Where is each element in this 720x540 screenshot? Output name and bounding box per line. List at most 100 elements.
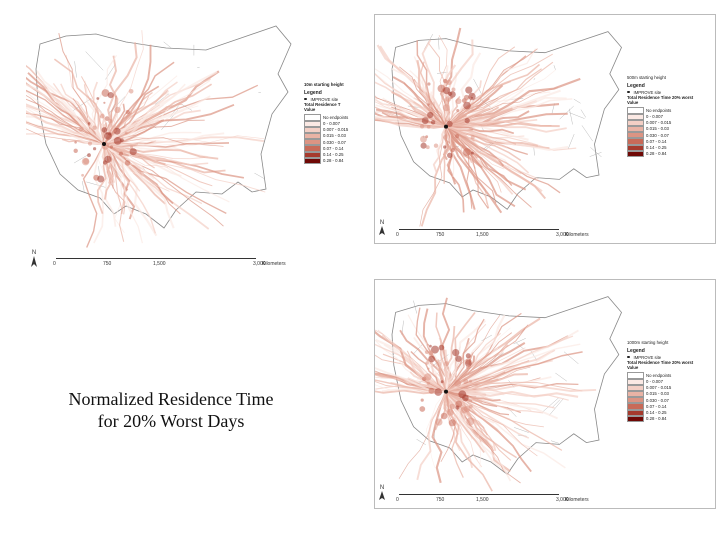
legend-title: Legend <box>627 83 645 90</box>
legend-class-row: 0.007 - 0.015 <box>304 126 349 134</box>
map-legend: 1000m starting height Legend IMPROVE sit… <box>627 340 693 422</box>
legend-class-label: 0.007 - 0.015 <box>646 385 672 391</box>
legend-class-label: 0.07 - 0.14 <box>646 138 667 144</box>
legend-site-label: IMPROVE site <box>310 96 339 102</box>
legend-classes: No endpoints 0 - 0.007 0.007 - 0.015 0.015 … <box>304 114 348 164</box>
legend-swatch <box>304 126 321 134</box>
north-arrow: N <box>378 485 386 503</box>
legend-site-row: IMPROVE site <box>627 90 693 95</box>
legend-classes: No endpoints 0 - 0.007 0.007 - 0.015 0.015 … <box>627 107 693 157</box>
scale-unit-label: Kilometers <box>565 497 589 503</box>
legend-title: Legend <box>627 348 645 355</box>
legend-trt-title: Total Residence T <box>304 101 341 107</box>
legend-class-row: 0 - 0.007 <box>627 113 693 120</box>
improve-site-marker <box>444 389 448 394</box>
legend-class-row: 0 - 0.007 <box>627 378 693 385</box>
scale-tick-label: 3,000 <box>556 497 569 503</box>
legend-class-row: 0.28 - 0.84 <box>627 150 693 157</box>
legend-swatch <box>627 113 644 120</box>
north-arrow: N <box>378 220 386 238</box>
legend-class-row: No endpoints <box>304 114 349 121</box>
improve-site-marker <box>444 124 448 129</box>
figure-caption: Normalized Residence Time for 20% Worst … <box>26 388 316 432</box>
trajectory-density <box>26 30 266 248</box>
legend-class-row: 0.07 - 0.14 <box>627 138 693 145</box>
starting-height-label: 10m starting height <box>304 82 344 87</box>
legend-swatch <box>627 138 644 145</box>
legend-class-row: 0.030 - 0.07 <box>627 397 693 404</box>
scale-line <box>399 229 559 232</box>
legend-swatch <box>627 409 644 416</box>
legend-swatch <box>627 403 644 410</box>
legend-class-row: 0.14 - 0.25 <box>304 151 348 158</box>
legend-swatch <box>627 391 644 398</box>
legend-class-label: 0.07 - 0.14 <box>646 403 667 409</box>
legend-class-label: 0.28 - 0.84 <box>646 416 667 422</box>
scale-unit-label: Kilometers <box>565 232 589 238</box>
legend-swatch <box>627 150 644 157</box>
legend-site-row: IMPROVE site <box>627 355 693 360</box>
legend-class-row: 0.015 - 0.03 <box>304 133 348 140</box>
legend-swatch <box>304 120 321 127</box>
legend-swatch <box>304 145 321 152</box>
legend-swatch <box>627 132 644 139</box>
map-legend: 500m starting height Legend IMPROVE site… <box>627 75 693 157</box>
legend-swatch <box>304 151 321 158</box>
legend-class-row: 0.07 - 0.14 <box>627 403 693 410</box>
legend-swatch <box>627 107 644 114</box>
legend-class-label: 0 - 0.007 <box>323 121 340 127</box>
trajectory-density <box>375 27 581 227</box>
map-panel-10m: 10m starting height Legend IMPROVE site … <box>26 14 366 276</box>
scale-tick-label: 1,500 <box>476 497 489 503</box>
legend-swatch <box>304 133 321 140</box>
legend-swatch <box>627 119 644 127</box>
north-arrow: N <box>30 250 38 270</box>
legend-trt-title: Total Residence Time 20% worst <box>627 359 694 365</box>
starting-height-label: 500m starting height <box>627 75 666 80</box>
legend-class-label: 0.030 - 0.07 <box>323 139 346 145</box>
legend-class-label: 0.28 - 0.84 <box>646 151 667 157</box>
legend-class-label: 0.015 - 0.03 <box>323 133 346 139</box>
legend-value-label: Value <box>627 100 639 106</box>
legend-class-label: No endpoints <box>323 114 349 120</box>
us-map <box>375 27 622 227</box>
legend-title: Legend <box>304 90 322 97</box>
starting-height-label: 1000m starting height <box>627 340 669 345</box>
caption-line-1: Normalized Residence Time <box>68 389 274 409</box>
caption-line-2: for 20% Worst Days <box>97 411 245 431</box>
legend-class-label: No endpoints <box>646 372 672 378</box>
scale-tick-label: 750 <box>436 497 445 503</box>
map-panel-1000m: 1000m starting height Legend IMPROVE sit… <box>374 279 716 509</box>
scale-tick-label: 750 <box>103 261 112 267</box>
legend-value-label: Value <box>627 365 639 371</box>
scale-line <box>56 258 256 261</box>
legend-class-row: 0.007 - 0.015 <box>627 384 693 392</box>
legend-class-row: 0.007 - 0.015 <box>627 119 693 127</box>
map-legend: 10m starting height Legend IMPROVE site … <box>304 82 348 164</box>
legend-swatch <box>627 144 644 151</box>
legend-swatch <box>627 126 644 133</box>
legend-site-label: IMPROVE site <box>633 354 662 360</box>
legend-site-row: IMPROVE site <box>304 97 348 102</box>
legend-class-label: 0 - 0.007 <box>646 379 663 385</box>
us-map <box>26 25 292 248</box>
legend-class-label: 0.015 - 0.03 <box>646 391 669 397</box>
legend-class-label: 0.030 - 0.07 <box>646 397 669 403</box>
trajectory-density <box>375 297 597 492</box>
legend-site-label: IMPROVE site <box>633 89 662 95</box>
legend-class-label: 0.14 - 0.25 <box>646 410 667 416</box>
site-dot-icon <box>627 90 630 94</box>
scale-tick-label: 0 <box>396 232 399 238</box>
scale-unit-label: Kilometers <box>262 261 286 267</box>
scale-tick-label: 1,500 <box>476 232 489 238</box>
legend-class-label: No endpoints <box>646 107 672 113</box>
legend-swatch <box>627 384 644 392</box>
legend-class-row: 0 - 0.007 <box>304 120 348 127</box>
legend-swatch <box>627 372 644 379</box>
legend-class-label: 0.14 - 0.25 <box>323 152 344 158</box>
scale-line <box>399 494 559 497</box>
scale-tick-label: 0 <box>396 497 399 503</box>
legend-class-row: 0.030 - 0.07 <box>627 132 693 139</box>
scale-tick-label: 3,000 <box>253 261 266 267</box>
legend-class-label: 0.007 - 0.015 <box>323 127 349 133</box>
